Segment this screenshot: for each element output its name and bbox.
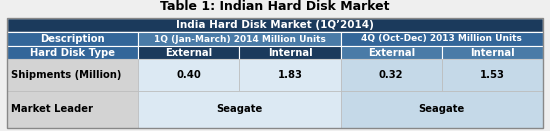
Text: 0.40: 0.40 xyxy=(177,70,201,80)
Text: Seagate: Seagate xyxy=(216,105,262,114)
Bar xyxy=(239,59,340,91)
Text: External: External xyxy=(368,48,415,58)
Bar xyxy=(7,18,543,32)
Text: External: External xyxy=(166,48,212,58)
Text: Internal: Internal xyxy=(470,48,515,58)
Bar xyxy=(7,18,543,128)
Bar xyxy=(340,91,543,128)
Bar xyxy=(138,46,239,59)
Bar xyxy=(138,91,340,128)
Bar xyxy=(340,46,442,59)
Bar xyxy=(138,59,239,91)
Text: 0.32: 0.32 xyxy=(379,70,404,80)
Bar xyxy=(442,59,543,91)
Text: Market Leader: Market Leader xyxy=(11,105,93,114)
Text: 1.53: 1.53 xyxy=(480,70,505,80)
Text: Shipments (Million): Shipments (Million) xyxy=(11,70,122,80)
Text: India Hard Disk Market (1Q’2014): India Hard Disk Market (1Q’2014) xyxy=(176,20,374,30)
Bar xyxy=(340,32,543,46)
Text: Hard Disk Type: Hard Disk Type xyxy=(30,48,115,58)
Text: Seagate: Seagate xyxy=(419,105,465,114)
Bar xyxy=(239,46,340,59)
Text: Description: Description xyxy=(40,34,105,44)
Text: Internal: Internal xyxy=(268,48,312,58)
Bar xyxy=(7,32,138,46)
Bar xyxy=(442,46,543,59)
Bar xyxy=(138,32,340,46)
Bar xyxy=(340,59,442,91)
Bar xyxy=(7,59,138,91)
Text: Table 1: Indian Hard Disk Market: Table 1: Indian Hard Disk Market xyxy=(160,1,390,13)
Bar xyxy=(7,91,138,128)
Bar xyxy=(7,46,138,59)
Text: 1Q (Jan-March) 2014 Million Units: 1Q (Jan-March) 2014 Million Units xyxy=(153,34,326,43)
Text: 4Q (Oct-Dec) 2013 Million Units: 4Q (Oct-Dec) 2013 Million Units xyxy=(361,34,522,43)
Text: 1.83: 1.83 xyxy=(278,70,302,80)
